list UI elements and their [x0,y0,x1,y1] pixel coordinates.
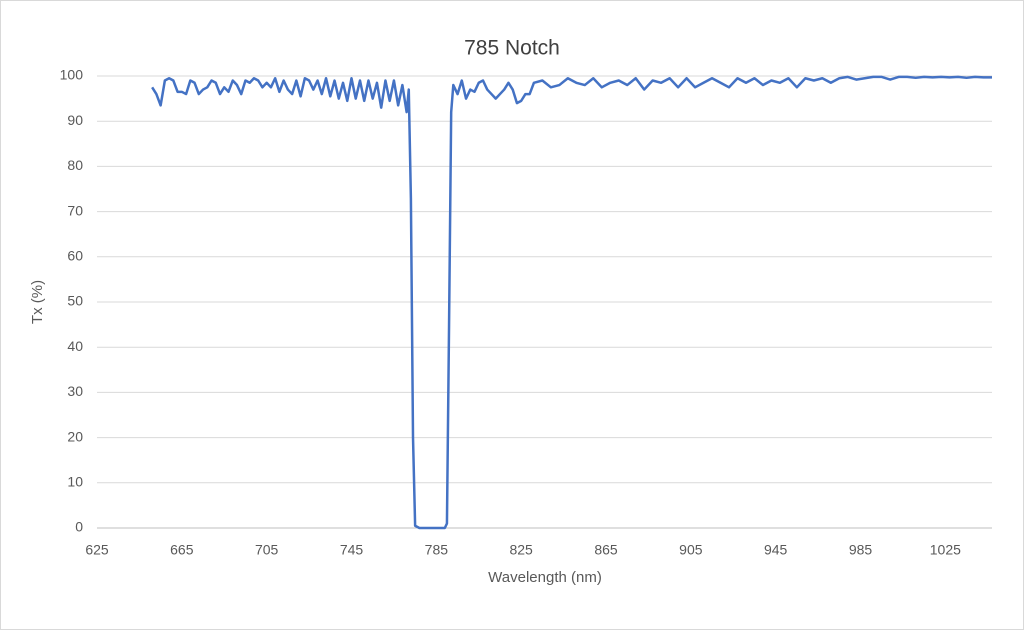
y-tick-label: 0 [75,519,83,535]
x-tick-label: 705 [255,542,279,558]
chart-title: 785 Notch [464,37,560,60]
y-tick-label: 40 [67,338,83,354]
x-tick-label: 625 [85,542,109,558]
x-axis-title: Wavelength (nm) [488,569,602,586]
y-tick-label: 90 [67,112,83,128]
x-tick-label: 825 [509,542,533,558]
y-axis-title: Tx (%) [29,280,46,324]
y-tick-label: 70 [67,202,83,218]
x-tick-label: 745 [340,542,364,558]
y-tick-label: 30 [67,383,83,399]
x-tick-label: 865 [594,542,618,558]
x-tick-label: 945 [764,542,788,558]
x-tick-label: 905 [679,542,703,558]
x-tick-label: 985 [849,542,873,558]
x-tick-label: 665 [170,542,194,558]
y-tick-label: 10 [67,474,83,490]
y-tick-label: 60 [67,248,83,264]
y-tick-label: 20 [67,428,83,444]
y-tick-label: 100 [60,67,84,83]
y-tick-label: 80 [67,157,83,173]
x-tick-label: 785 [425,542,449,558]
y-tick-label: 50 [67,293,83,309]
x-tick-label: 1025 [930,542,961,558]
data-line [151,75,992,530]
